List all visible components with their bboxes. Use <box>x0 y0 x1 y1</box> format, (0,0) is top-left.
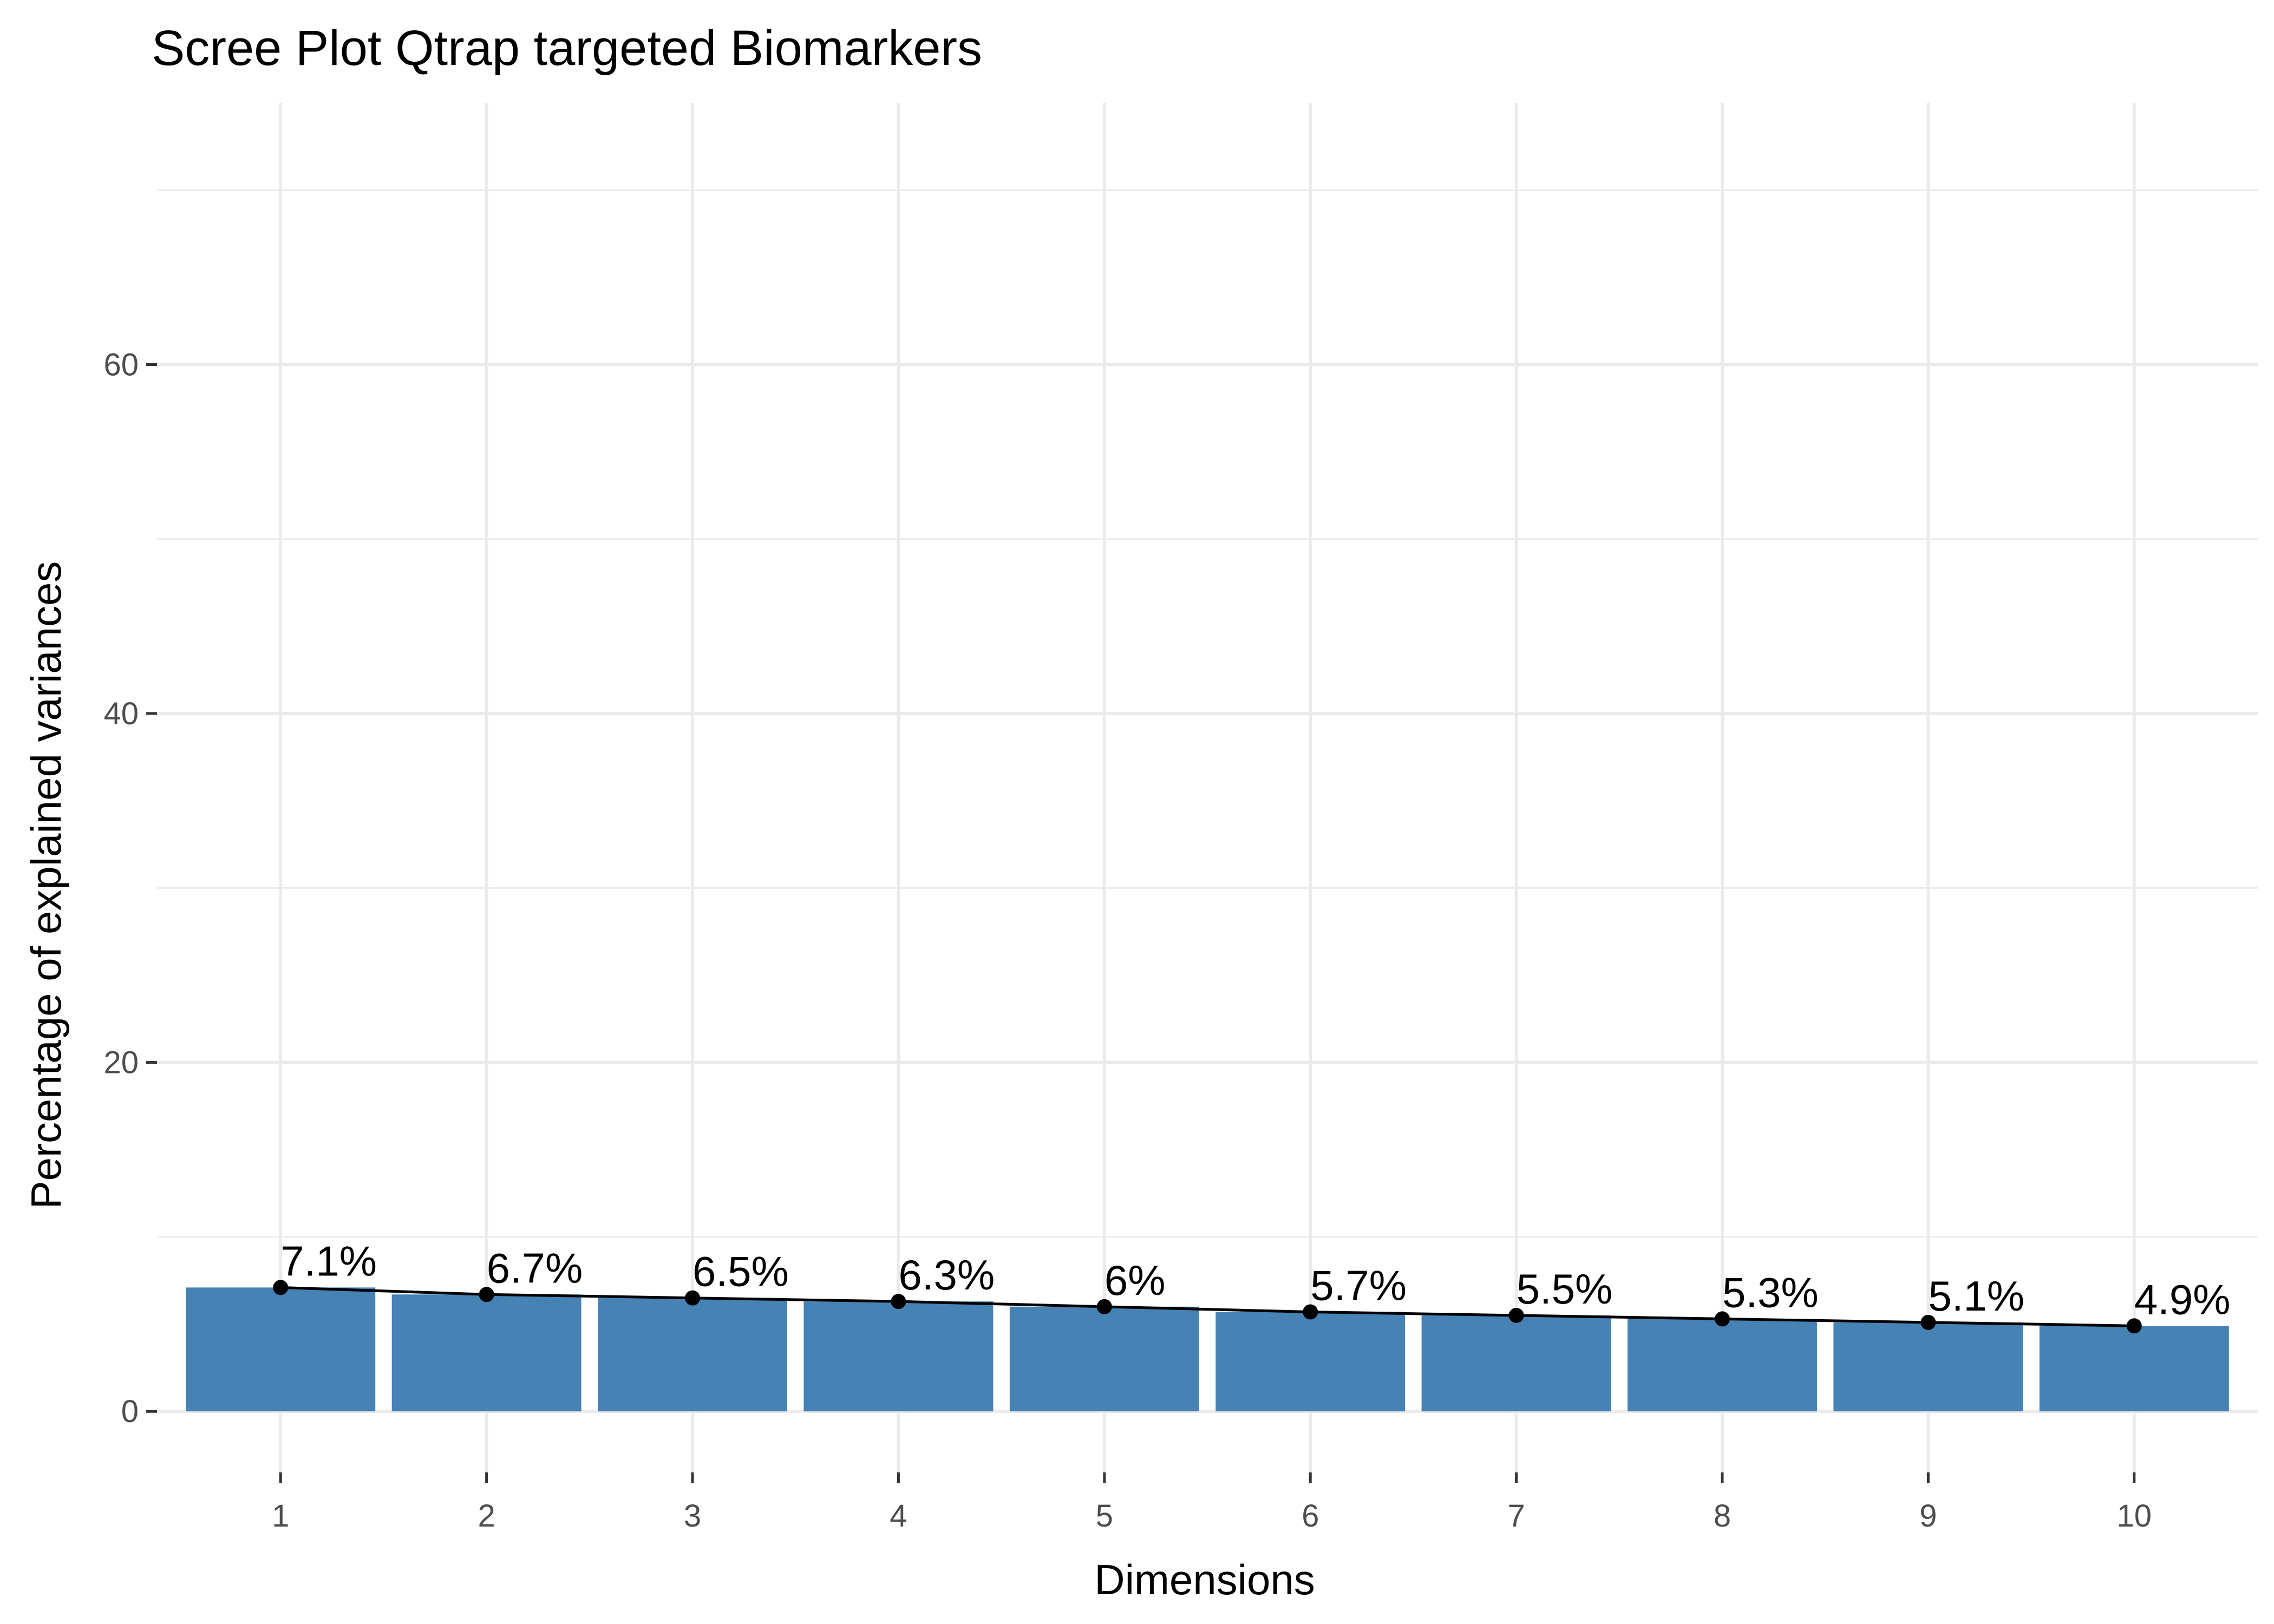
x-tick-label: 3 <box>684 1498 701 1534</box>
data-label: 5.3% <box>1722 1268 1819 1316</box>
y-tick-label: 0 <box>121 1394 139 1429</box>
data-label: 5.5% <box>1517 1265 1613 1313</box>
point-dimension-4 <box>891 1294 906 1309</box>
bar-dimension-1 <box>186 1287 376 1412</box>
point-dimension-1 <box>273 1280 289 1295</box>
x-tick-label: 2 <box>478 1498 495 1534</box>
chart-title: Scree Plot Qtrap targeted Biomarkers <box>152 21 982 76</box>
bar-dimension-6 <box>1216 1312 1406 1412</box>
data-label: 6.3% <box>898 1251 995 1299</box>
y-tick-label: 60 <box>103 347 139 382</box>
data-label: 7.1% <box>280 1237 377 1285</box>
x-tick-label: 5 <box>1096 1498 1113 1534</box>
point-dimension-3 <box>685 1290 701 1306</box>
point-dimension-10 <box>2126 1318 2142 1334</box>
x-tick-label: 10 <box>2117 1498 2152 1534</box>
x-tick-label: 4 <box>890 1498 907 1534</box>
bar-dimension-4 <box>803 1301 994 1412</box>
points <box>273 1280 2142 1334</box>
x-tick-label: 7 <box>1507 1498 1525 1534</box>
y-axis-title: Percentage of explained variances <box>22 561 70 1209</box>
y-tick-label: 40 <box>103 696 139 731</box>
bar-dimension-9 <box>1833 1322 2023 1412</box>
point-dimension-6 <box>1303 1304 1318 1320</box>
trend-line <box>280 1286 2134 1327</box>
bar-dimension-8 <box>1628 1319 1817 1412</box>
data-label: 6.5% <box>692 1248 789 1295</box>
x-tick-label: 6 <box>1302 1498 1319 1534</box>
point-dimension-9 <box>1920 1314 1936 1330</box>
data-labels: 7.1% 6.7% 6.5% 6.3% 6% 5.7% 5.5% 5.3% 5.1% 4.9% <box>280 1237 2230 1323</box>
x-tick-label: 9 <box>1919 1498 1937 1534</box>
bar-dimension-10 <box>2039 1326 2229 1412</box>
data-label: 5.1% <box>1928 1272 2024 1320</box>
point-dimension-5 <box>1096 1299 1112 1314</box>
y-tick-label: 20 <box>103 1045 139 1081</box>
trend-line-group <box>280 1286 2134 1327</box>
x-tick-label: 1 <box>272 1498 289 1534</box>
point-dimension-2 <box>479 1287 494 1302</box>
bar-dimension-3 <box>598 1298 787 1412</box>
x-tick-label: 8 <box>1714 1498 1731 1534</box>
data-label: 4.9% <box>2134 1275 2231 1323</box>
data-label: 5.7% <box>1310 1261 1407 1309</box>
grid <box>157 103 2258 1472</box>
x-axis-title: Dimensions <box>1094 1556 1315 1603</box>
data-label: 6% <box>1105 1256 1166 1304</box>
bar-dimension-2 <box>391 1294 581 1412</box>
point-dimension-8 <box>1714 1311 1730 1327</box>
bar-dimension-7 <box>1421 1315 1611 1412</box>
data-label: 6.7% <box>487 1244 583 1292</box>
x-axis: 1 2 3 4 5 6 7 8 9 10 <box>272 1472 2152 1534</box>
point-dimension-7 <box>1508 1307 1524 1323</box>
y-axis: 0 20 40 60 <box>103 347 157 1429</box>
bar-dimension-5 <box>1009 1306 1199 1412</box>
bars <box>186 1287 2229 1412</box>
